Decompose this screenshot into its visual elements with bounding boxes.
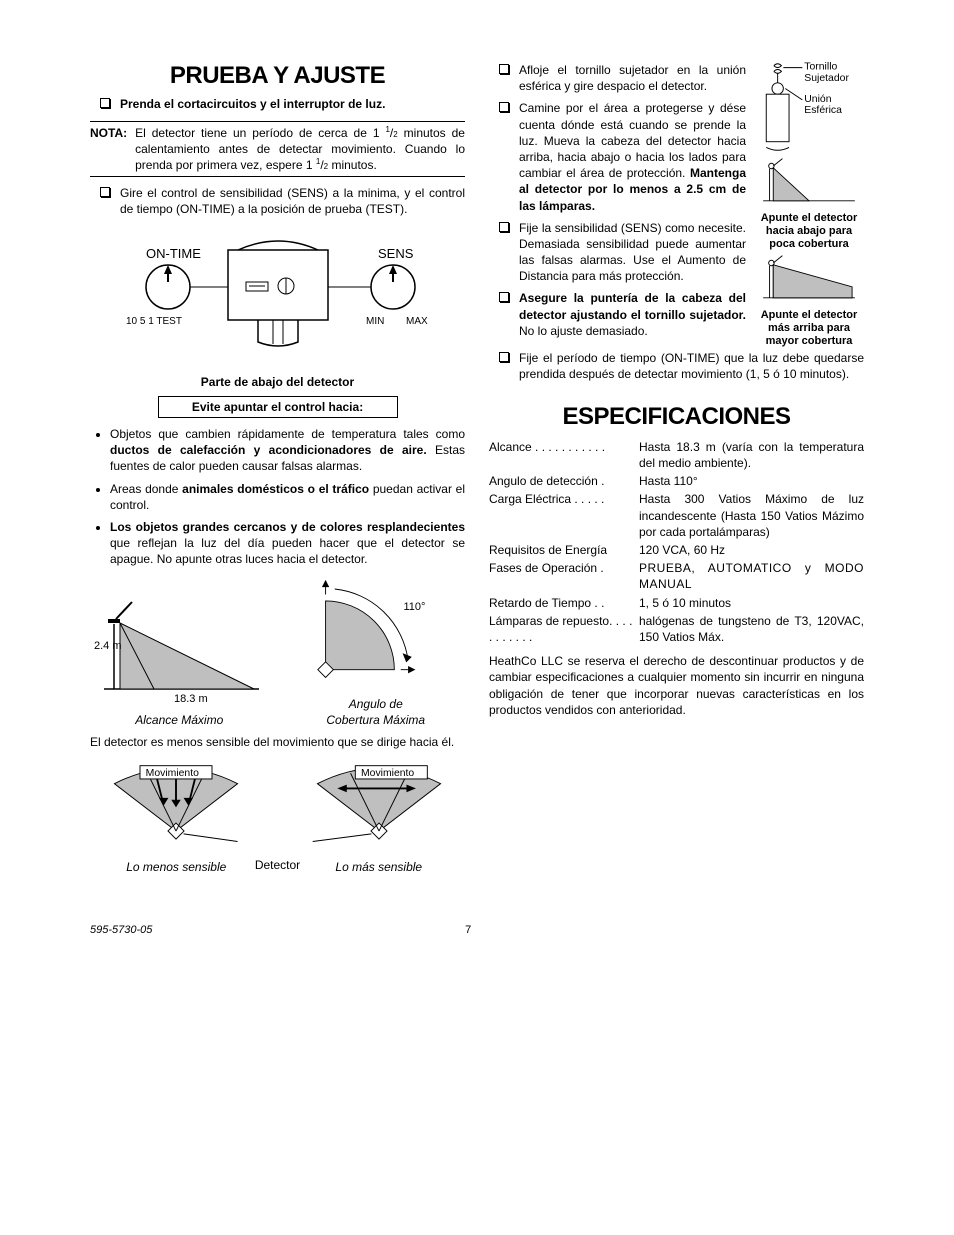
right-column: Tornillo Sujetador Unión Esférica Afloje… bbox=[489, 60, 864, 883]
detector-bottom-caption: Parte de abajo del detector bbox=[90, 374, 465, 390]
min-label: MIN bbox=[366, 316, 384, 327]
nota-text: El detector tiene un período de cerca de… bbox=[135, 125, 465, 174]
doc-number: 595-5730-05 bbox=[90, 923, 152, 938]
sens-label: SENS bbox=[378, 246, 414, 261]
step-walk-text: Camine por el área a protegerse y dése c… bbox=[519, 100, 746, 213]
checkbox-icon bbox=[499, 64, 509, 74]
step-loosen-text: Afloje el tornillo sujetador en la unión… bbox=[519, 62, 746, 94]
step-walk: Camine por el área a protegerse y dése c… bbox=[499, 100, 746, 213]
disclaimer-text: HeathCo LLC se reserva el derecho de des… bbox=[489, 653, 864, 718]
step-ontime-text: Fije el período de tiempo (ON-TIME) que … bbox=[519, 350, 864, 382]
detector-bottom-diagram: ON-TIME SENS 10 5 1 TEST MIN MAX bbox=[118, 232, 438, 366]
more-sensitive-caption: Lo más sensible bbox=[293, 859, 466, 875]
page-footer: 595-5730-05 7 bbox=[90, 923, 864, 938]
high-coverage-figure: Apunte el detector más arriba para mayor… bbox=[754, 252, 864, 349]
spec-row-lamp: Lámparas de repuesto. . . . . . . . . . … bbox=[489, 613, 864, 645]
mov-label-1: Movimiento bbox=[146, 768, 199, 779]
screw-label-b: Sujetador bbox=[804, 73, 849, 84]
sensitivity-note: El detector es menos sensible del movimi… bbox=[90, 734, 465, 750]
step-loosen: Afloje el tornillo sujetador en la unión… bbox=[499, 62, 746, 94]
max-angle-diagram: 110° Angulo de Cobertura Máxima bbox=[287, 578, 466, 729]
avoid-item-animals: Areas donde animales domésticos o el trá… bbox=[110, 481, 465, 513]
spec-row-carga: Carga Eléctrica . . . . . Hasta 300 Vati… bbox=[489, 491, 864, 540]
checkbox-icon bbox=[499, 222, 509, 232]
step-sens: Fije la sensibilidad (SENS) como necesit… bbox=[499, 220, 746, 285]
spec-row-fases: Fases de Operación . PRUEBA, AUTOMATICO … bbox=[489, 560, 864, 592]
avoid-list: Objetos que cambien rápidamente de tempe… bbox=[90, 426, 465, 568]
nota-block: NOTA: El detector tiene un período de ce… bbox=[90, 121, 465, 178]
step-ontime: Fije el período de tiempo (ON-TIME) que … bbox=[499, 350, 864, 382]
step-1: Prenda el cortacircuitos y el interrupto… bbox=[100, 96, 465, 112]
spec-row-energia: Requisitos de Energía 120 VCA, 60 Hz bbox=[489, 542, 864, 558]
section-title-prueba: PRUEBA Y AJUSTE bbox=[90, 60, 465, 92]
step-2: Gire el control de sensibilidad (SENS) a… bbox=[100, 185, 465, 217]
low-coverage-caption: Apunte el detector hacia abajo para poca… bbox=[754, 212, 864, 252]
avoid-item-reflective: Los objetos grandes cercanos y de colore… bbox=[110, 519, 465, 568]
dist-label: 18.3 m bbox=[174, 693, 208, 704]
nota-label: NOTA: bbox=[90, 125, 127, 174]
max-label: MAX bbox=[406, 316, 428, 327]
avoid-item-heat: Objetos que cambien rápidamente de tempe… bbox=[110, 426, 465, 475]
angle-label: 110° bbox=[403, 601, 425, 613]
scale-label: 10 5 1 TEST bbox=[126, 316, 182, 327]
step-secure-text: Asegure la puntería de la ca­beza del de… bbox=[519, 290, 746, 339]
checkbox-icon bbox=[499, 292, 509, 302]
on-time-label: ON-TIME bbox=[146, 246, 201, 261]
max-angle-caption: Angulo de Cobertura Máxima bbox=[287, 696, 466, 728]
max-range-caption: Alcance Máximo bbox=[90, 712, 269, 728]
high-coverage-caption: Apunte el detector más arriba para mayor… bbox=[754, 309, 864, 349]
ball-label-b: Esférica bbox=[804, 105, 842, 116]
step-secure: Asegure la puntería de la ca­beza del de… bbox=[499, 290, 746, 339]
step-sens-text: Fije la sensibilidad (SENS) como necesit… bbox=[519, 220, 746, 285]
spec-table: Alcance . . . . . . . . . . . Hasta 18.3… bbox=[489, 439, 864, 645]
checkbox-icon bbox=[499, 352, 509, 362]
page-number: 7 bbox=[465, 923, 471, 938]
spec-row-angulo: Angulo de detección . Hasta 110° bbox=[489, 473, 864, 489]
low-coverage-figure: Apunte el detector hacia abajo para poca… bbox=[754, 155, 864, 252]
height-label: 2.4 m bbox=[94, 640, 122, 652]
screw-label-a: Tornillo bbox=[804, 62, 837, 73]
avoid-pointing-box: Evite apuntar el control hacia: bbox=[158, 396, 398, 418]
mov-label-2: Movimiento bbox=[361, 768, 414, 779]
checkbox-icon bbox=[100, 98, 110, 108]
max-range-diagram: 2.4 m 18.3 m Alcance Máximo bbox=[90, 594, 269, 728]
spec-row-alcance: Alcance . . . . . . . . . . . Hasta 18.3… bbox=[489, 439, 864, 471]
step-2-text: Gire el control de sensibilidad (SENS) a… bbox=[120, 185, 465, 217]
left-column: PRUEBA Y AJUSTE Prenda el cortacircuitos… bbox=[90, 60, 465, 883]
less-sensitive-diagram: Movimiento Lo menos sensible bbox=[90, 760, 263, 874]
more-sensitive-diagram: Movimiento Lo más sensible bbox=[293, 760, 466, 874]
spec-row-retardo: Retardo de Tiempo . . 1, 5 ó 10 minutos bbox=[489, 595, 864, 611]
checkbox-icon bbox=[100, 187, 110, 197]
range-angle-diagrams: 2.4 m 18.3 m Alcance Máximo 11 bbox=[90, 578, 465, 729]
screw-ball-figure: Tornillo Sujetador Unión Esférica bbox=[754, 60, 864, 155]
step-1-text: Prenda el cortacircuitos y el interrupto… bbox=[120, 97, 385, 111]
less-sensitive-caption: Lo menos sensible bbox=[90, 859, 263, 875]
checkbox-icon bbox=[499, 102, 509, 112]
ball-label-a: Unión bbox=[804, 94, 831, 105]
section-title-spec: ESPECIFICACIONES bbox=[489, 401, 864, 433]
